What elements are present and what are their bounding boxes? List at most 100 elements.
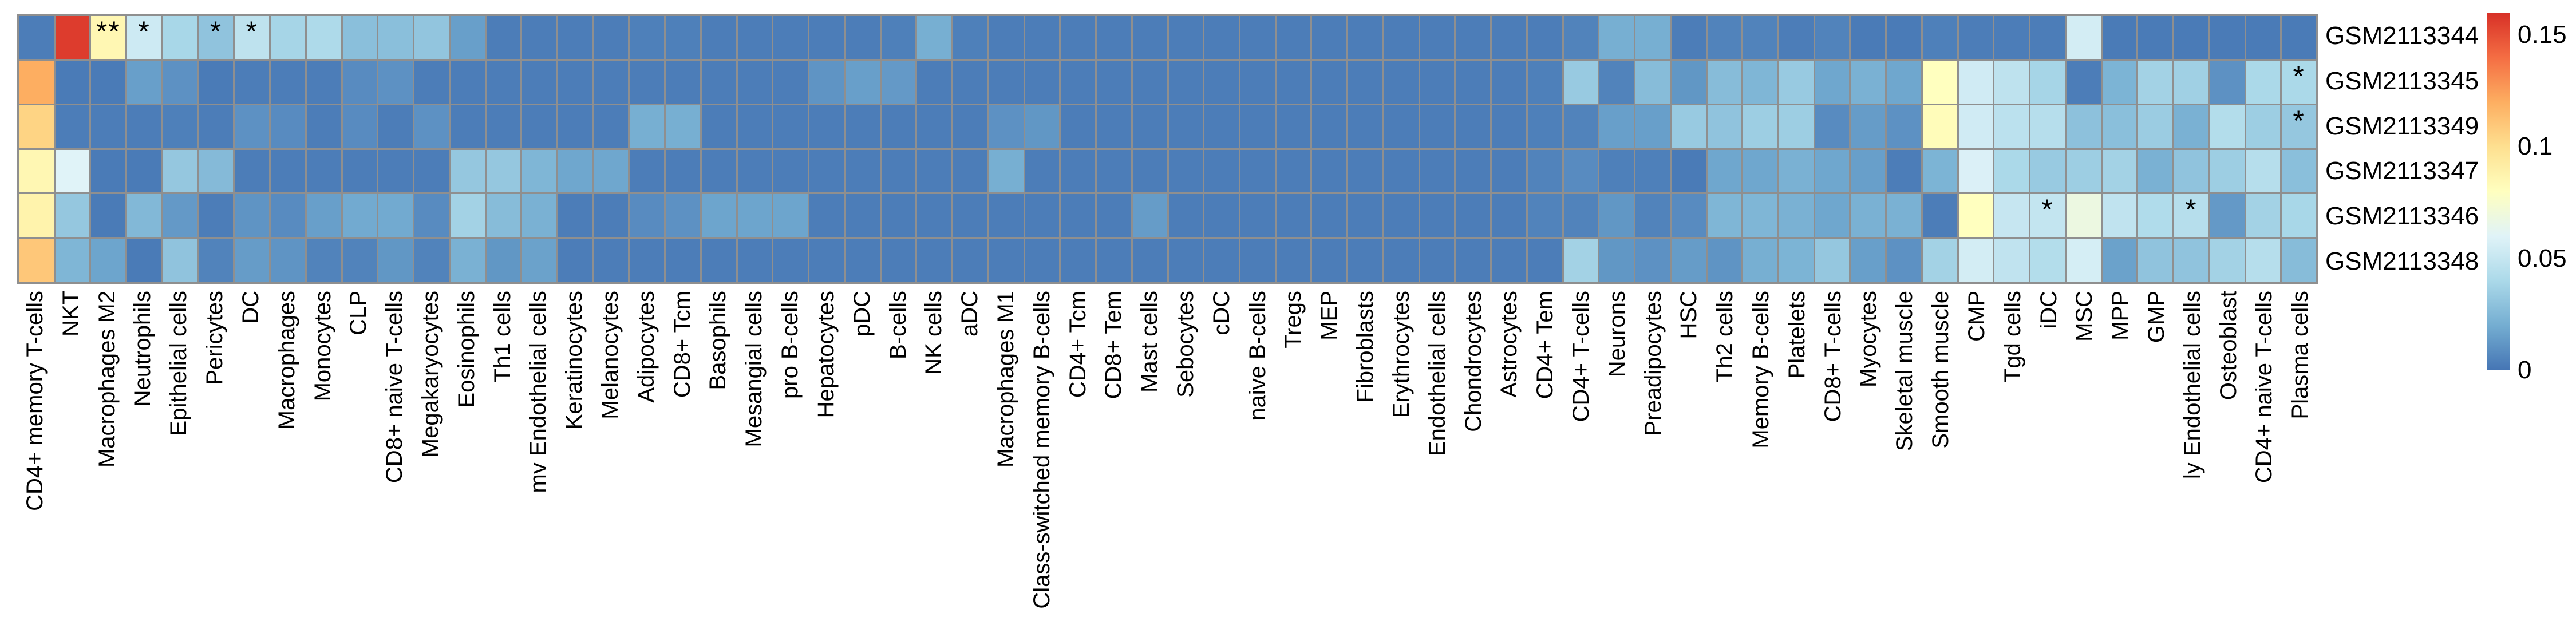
heatmap-cell [2138, 60, 2173, 104]
row-label: GSM2113346 [2325, 201, 2479, 230]
heatmap-cell [558, 239, 592, 282]
heatmap-cell [2282, 149, 2316, 193]
heatmap-cell [1276, 60, 1311, 104]
heatmap-cell [306, 149, 341, 193]
heatmap-cell [917, 16, 952, 59]
heatmap-cell [127, 60, 161, 104]
heatmap-cell [1671, 239, 1706, 282]
heatmap-cell [1887, 239, 1921, 282]
heatmap-cell [1276, 105, 1311, 148]
heatmap-cell [1922, 16, 1957, 59]
heatmap-cell [127, 239, 161, 282]
heatmap-cell [2138, 149, 2173, 193]
heatmap-cell: ** [91, 15, 126, 59]
significance-star: * [246, 15, 258, 48]
heatmap-cell [1061, 105, 1096, 148]
column-label: CD8+ T-cells [1820, 291, 1846, 422]
heatmap-cell [55, 194, 90, 238]
heatmap-cell [809, 194, 844, 238]
heatmap-cell [1922, 60, 1957, 104]
heatmap-cell [235, 149, 270, 193]
heatmap-cell [1779, 239, 1814, 282]
column-label: Macrophages M2 [94, 291, 120, 468]
heatmap-cell [1492, 60, 1526, 104]
heatmap-cell [1635, 194, 1670, 238]
heatmap-cell [701, 105, 736, 148]
heatmap-cell [1815, 16, 1850, 59]
heatmap-cell [1994, 149, 2029, 193]
heatmap-cell [1635, 239, 1670, 282]
heatmap-cell [1420, 16, 1455, 59]
heatmap-cell [306, 60, 341, 104]
column-label: iDC [2036, 291, 2061, 329]
column-label: Eosinophils [453, 291, 479, 408]
heatmap-cell [1527, 60, 1562, 104]
heatmap-cell [91, 239, 126, 282]
heatmap-cell [1061, 60, 1096, 104]
column-label: CMP [1963, 291, 1989, 342]
heatmap-cell [1168, 105, 1203, 148]
heatmap-cell [881, 105, 916, 148]
heatmap-cell: * [127, 15, 161, 59]
heatmap-cell [1312, 60, 1347, 104]
heatmap-cell [1887, 149, 1921, 193]
heatmap-cell [2246, 149, 2281, 193]
heatmap-cell [1348, 239, 1382, 282]
heatmap-cell [235, 105, 270, 148]
heatmap-cell [594, 105, 629, 148]
column-label: CD4+ memory T-cells [22, 291, 48, 511]
column-label: Chondrocytes [1460, 291, 1486, 432]
column-label: CD4+ Tcm [1065, 291, 1091, 398]
heatmap-cell [342, 105, 377, 148]
column-label: B-cells [885, 291, 911, 360]
heatmap-cell [1635, 149, 1670, 193]
heatmap-cell [199, 105, 234, 148]
column-label: Astrocytes [1496, 291, 1522, 398]
heatmap-cell [1851, 149, 1886, 193]
heatmap-cell [809, 149, 844, 193]
heatmap-cell [1492, 149, 1526, 193]
heatmap-cell [2210, 16, 2245, 59]
column-label: Basophils [705, 291, 731, 390]
heatmap-cell [773, 239, 808, 282]
heatmap-cell [1061, 194, 1096, 238]
row-label: GSM2113348 [2325, 247, 2479, 275]
heatmap-cell [1061, 149, 1096, 193]
heatmap-cell [773, 194, 808, 238]
heatmap-cell [2174, 239, 2208, 282]
heatmap-cell [163, 239, 197, 282]
heatmap-cell [2102, 16, 2137, 59]
heatmap-cell [1312, 239, 1347, 282]
heatmap-cell [701, 149, 736, 193]
heatmap-cell [737, 16, 772, 59]
heatmap-cell [163, 149, 197, 193]
heatmap-cell [414, 194, 449, 238]
heatmap-cell [2102, 105, 2137, 148]
heatmap-cell [486, 16, 521, 59]
heatmap-cell [1097, 16, 1131, 59]
heatmap-cell [235, 239, 270, 282]
heatmap-cell [1025, 16, 1060, 59]
column-label: MPP [2108, 291, 2134, 341]
heatmap-cell [1025, 105, 1060, 148]
heatmap-cell [306, 194, 341, 238]
heatmap-cell: * [2282, 60, 2316, 104]
heatmap-cell [414, 105, 449, 148]
heatmap-cell [1815, 194, 1850, 238]
heatmap-cell [1276, 239, 1311, 282]
heatmap-cell [917, 60, 952, 104]
colorbar-tick-label: 0.05 [2518, 244, 2567, 272]
heatmap-cell [953, 105, 987, 148]
heatmap-cell [881, 239, 916, 282]
heatmap-cell [1743, 239, 1777, 282]
column-label: Tregs [1281, 291, 1306, 349]
heatmap-cell [737, 239, 772, 282]
heatmap-cell [1671, 194, 1706, 238]
heatmap-cell [1958, 105, 1993, 148]
heatmap-cell [127, 149, 161, 193]
heatmap-cell [809, 16, 844, 59]
heatmap-cell [1456, 149, 1491, 193]
heatmap-cell [737, 194, 772, 238]
heatmap-cell [845, 239, 880, 282]
column-label: Monocytes [310, 291, 335, 402]
